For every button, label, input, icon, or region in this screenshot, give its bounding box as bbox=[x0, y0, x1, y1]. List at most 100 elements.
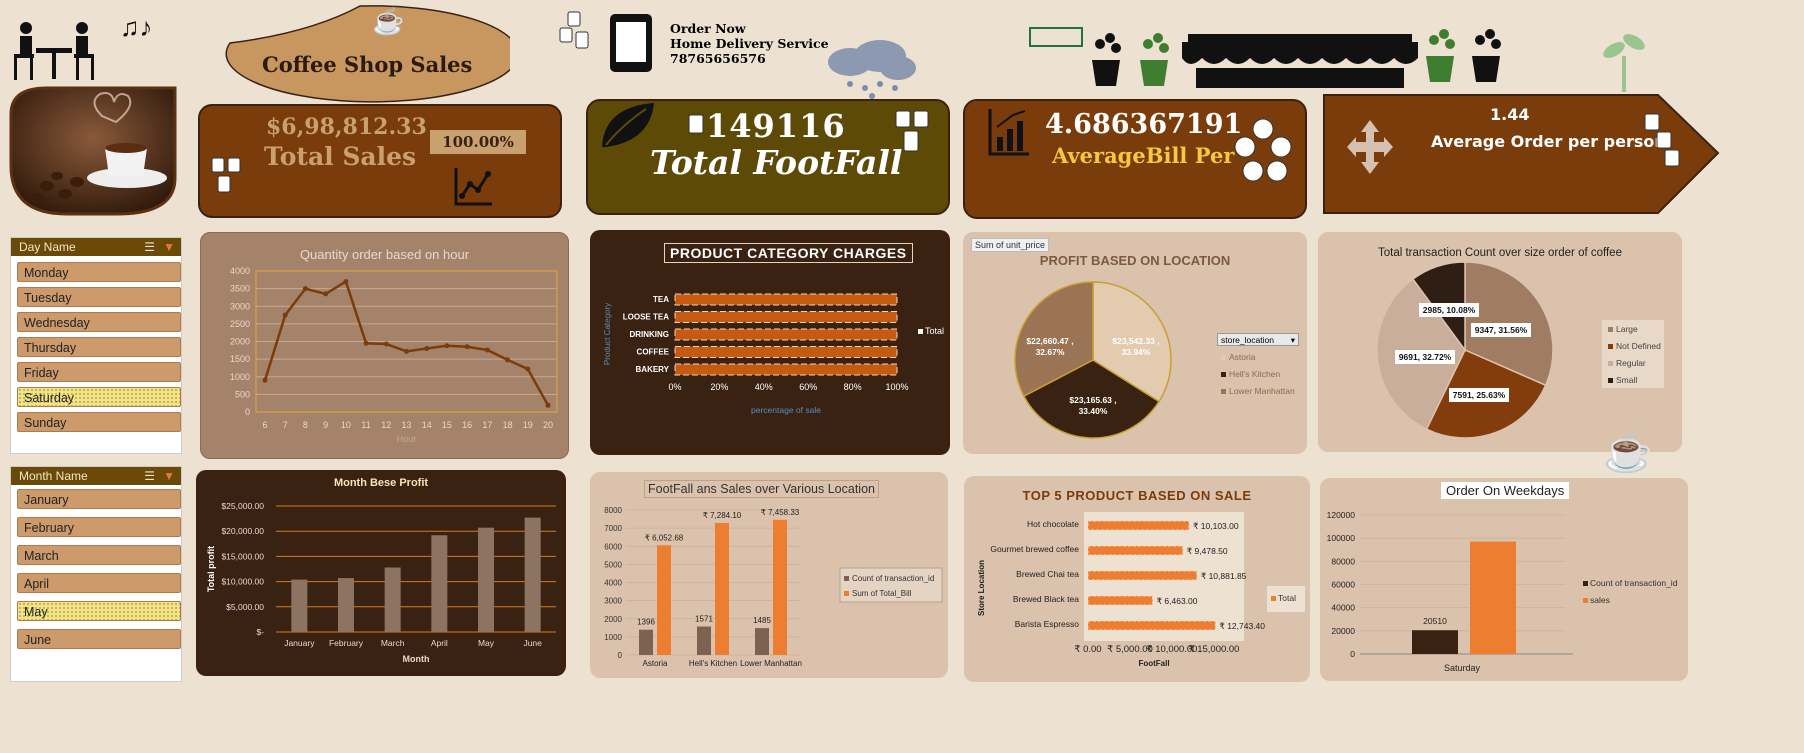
y-tick-label: 1000 bbox=[604, 633, 622, 642]
location-pie-chart: $23,542.33 ,33.94% $23,165.63 ,33.40% $22,… bbox=[1014, 281, 1295, 439]
month-bar-chart: $- $5,000.00 $10,000.00 $15,000.00 $20,000.0… bbox=[206, 501, 556, 664]
month-slicer-item-june[interactable]: June bbox=[17, 629, 181, 649]
data-label-box bbox=[1449, 388, 1509, 402]
x-tick-label: Hell's Kitchen bbox=[689, 659, 737, 668]
y-tick-label: 40000 bbox=[1331, 603, 1355, 613]
data-label: 20510 bbox=[1423, 616, 1447, 626]
multi-select-icon[interactable]: ☰ bbox=[144, 469, 155, 483]
x-tick-label: 12 bbox=[381, 420, 391, 430]
top5-chart-title: TOP 5 PRODUCT BASED ON SALE bbox=[1022, 488, 1252, 503]
x-axis-label: Month bbox=[403, 654, 430, 664]
category-label: Barista Espresso bbox=[1015, 619, 1080, 629]
selected-cell[interactable] bbox=[1029, 27, 1083, 47]
y-tick-label: $- bbox=[256, 627, 264, 637]
bar bbox=[715, 522, 729, 655]
bar bbox=[1087, 595, 1154, 606]
day-slicer-item-tuesday[interactable]: Tuesday bbox=[17, 287, 181, 307]
x-tick-label: 10 bbox=[341, 420, 351, 430]
weekday-bar-chart: 0 20000 40000 60000 80000 100000 120000 20510 Sa… bbox=[1327, 510, 1678, 673]
footfall-label: Total FootFall bbox=[650, 143, 903, 182]
cups-stack-icon bbox=[1644, 113, 1680, 167]
day-slicer-item-thursday[interactable]: Thursday bbox=[17, 337, 181, 357]
bar bbox=[657, 545, 671, 655]
x-axis-label: Hour bbox=[397, 434, 417, 444]
avg-order-label: Average Order per person bbox=[1431, 132, 1666, 151]
category-label: Brewed Chai tea bbox=[1016, 569, 1079, 579]
clear-filter-icon[interactable]: ▼ bbox=[163, 469, 175, 483]
data-point bbox=[464, 344, 470, 350]
x-tick-label: 11 bbox=[361, 420, 370, 430]
month-slicer-item-may[interactable]: May bbox=[17, 601, 181, 621]
size-chart-title: Total transaction Count over size order … bbox=[1378, 247, 1622, 259]
potted-plants-icon bbox=[1092, 33, 1169, 86]
day-slicer: Day Name ☰ ▼ Monday Tuesday Wednesday Thurs… bbox=[10, 237, 182, 454]
legend-label: Hell's Kitchen bbox=[1229, 369, 1281, 379]
category-label: BAKERY bbox=[636, 365, 670, 374]
legend-label: Astoria bbox=[1229, 352, 1256, 362]
data-label: 1485 bbox=[753, 616, 771, 625]
data-label: 9691, 32.72% bbox=[1399, 352, 1452, 362]
data-label: 7591, 25.63% bbox=[1453, 390, 1506, 400]
y-axis-label: Total profit bbox=[206, 546, 216, 592]
data-label: ₹ 9,478.50 bbox=[1187, 546, 1228, 556]
x-tick-label: ₹ 15,000.00 bbox=[1189, 644, 1240, 655]
data-label: $23,542.33 , bbox=[1112, 336, 1159, 346]
y-tick-label: 6000 bbox=[604, 542, 622, 551]
location-chart-title: PROFIT BASED ON LOCATION bbox=[1039, 253, 1231, 268]
y-tick-label: 4000 bbox=[230, 266, 250, 276]
move-arrows-icon bbox=[1347, 120, 1393, 174]
data-label: 1396 bbox=[637, 618, 655, 627]
x-tick-label: May bbox=[478, 638, 495, 648]
bar bbox=[674, 311, 898, 323]
category-label: Gourmet brewed coffee bbox=[990, 544, 1079, 554]
flower-pots-icon bbox=[1426, 29, 1501, 82]
category-label: TEA bbox=[653, 295, 669, 304]
y-tick-label: 4000 bbox=[604, 579, 622, 588]
footfall-location-card: FootFall ans Sales over Various Location… bbox=[590, 472, 948, 678]
x-tick-label: 17 bbox=[482, 420, 492, 430]
cafe-table-icon bbox=[14, 22, 94, 80]
bar bbox=[674, 328, 898, 341]
data-point bbox=[525, 366, 531, 372]
month-slicer-item-march[interactable]: March bbox=[17, 545, 181, 565]
day-slicer-item-wednesday[interactable]: Wednesday bbox=[17, 312, 181, 332]
day-slicer-item-friday[interactable]: Friday bbox=[17, 362, 181, 382]
series-line bbox=[263, 279, 550, 406]
x-axis-label: FootFall bbox=[1138, 659, 1169, 668]
data-label: ₹ 7,284.10 bbox=[703, 511, 742, 520]
total-sales-card: $6,98,812.33 Total Sales 100.00% bbox=[198, 104, 562, 218]
data-point bbox=[505, 357, 511, 363]
bar bbox=[674, 293, 898, 306]
month-slicer-item-january[interactable]: January bbox=[17, 489, 181, 509]
title-plate bbox=[225, 5, 510, 103]
data-point bbox=[363, 340, 369, 346]
weekday-chart-card: Order On Weekdays 0 20000 40000 60000 80000 1… bbox=[1320, 478, 1688, 681]
month-slicer-item-april[interactable]: April bbox=[17, 573, 181, 593]
x-tick-label: March bbox=[381, 638, 405, 648]
bar-chart-icon bbox=[988, 109, 1029, 156]
data-label: ₹ 6,463.00 bbox=[1157, 596, 1198, 606]
location-chart-card: Sum of unit_price PROFIT BASED ON LOCATI… bbox=[963, 232, 1307, 454]
size-pie-chart: 9347, 31.56% 7591, 25.63% 9691, 32.72% 2985… bbox=[1376, 261, 1664, 439]
x-tick-label: February bbox=[329, 638, 364, 648]
category-bar-chart: 0% 20% 40% 60% 80% 100% TEA LOOSE TEA DRINKING CO… bbox=[603, 293, 944, 415]
y-axis-label: Store Location bbox=[977, 560, 986, 616]
category-label: Brewed Black tea bbox=[1013, 594, 1079, 604]
field-button[interactable]: Sum of unit_price bbox=[971, 238, 1050, 252]
steaming-cup-icon: ☕ bbox=[372, 6, 405, 36]
day-slicer-item-sunday[interactable]: Sunday bbox=[17, 412, 181, 432]
x-tick-label: ₹ 10,000.00 bbox=[1147, 644, 1198, 655]
x-tick-label: ₹ 0.00 bbox=[1074, 644, 1101, 655]
x-tick-label: 15 bbox=[442, 420, 452, 430]
multi-select-icon[interactable]: ☰ bbox=[144, 240, 155, 254]
month-slicer-item-february[interactable]: February bbox=[17, 517, 181, 537]
day-slicer-item-monday[interactable]: Monday bbox=[17, 262, 181, 282]
weekday-chart-title: Order On Weekdays bbox=[1441, 482, 1570, 499]
clear-filter-icon[interactable]: ▼ bbox=[163, 240, 175, 254]
legend-swatch bbox=[844, 576, 849, 581]
data-point bbox=[282, 312, 288, 318]
data-point bbox=[444, 343, 450, 349]
data-point bbox=[323, 291, 329, 297]
day-slicer-item-saturday[interactable]: Saturday bbox=[17, 387, 181, 407]
store-location-filter[interactable]: store_location ▾ bbox=[1217, 333, 1299, 346]
